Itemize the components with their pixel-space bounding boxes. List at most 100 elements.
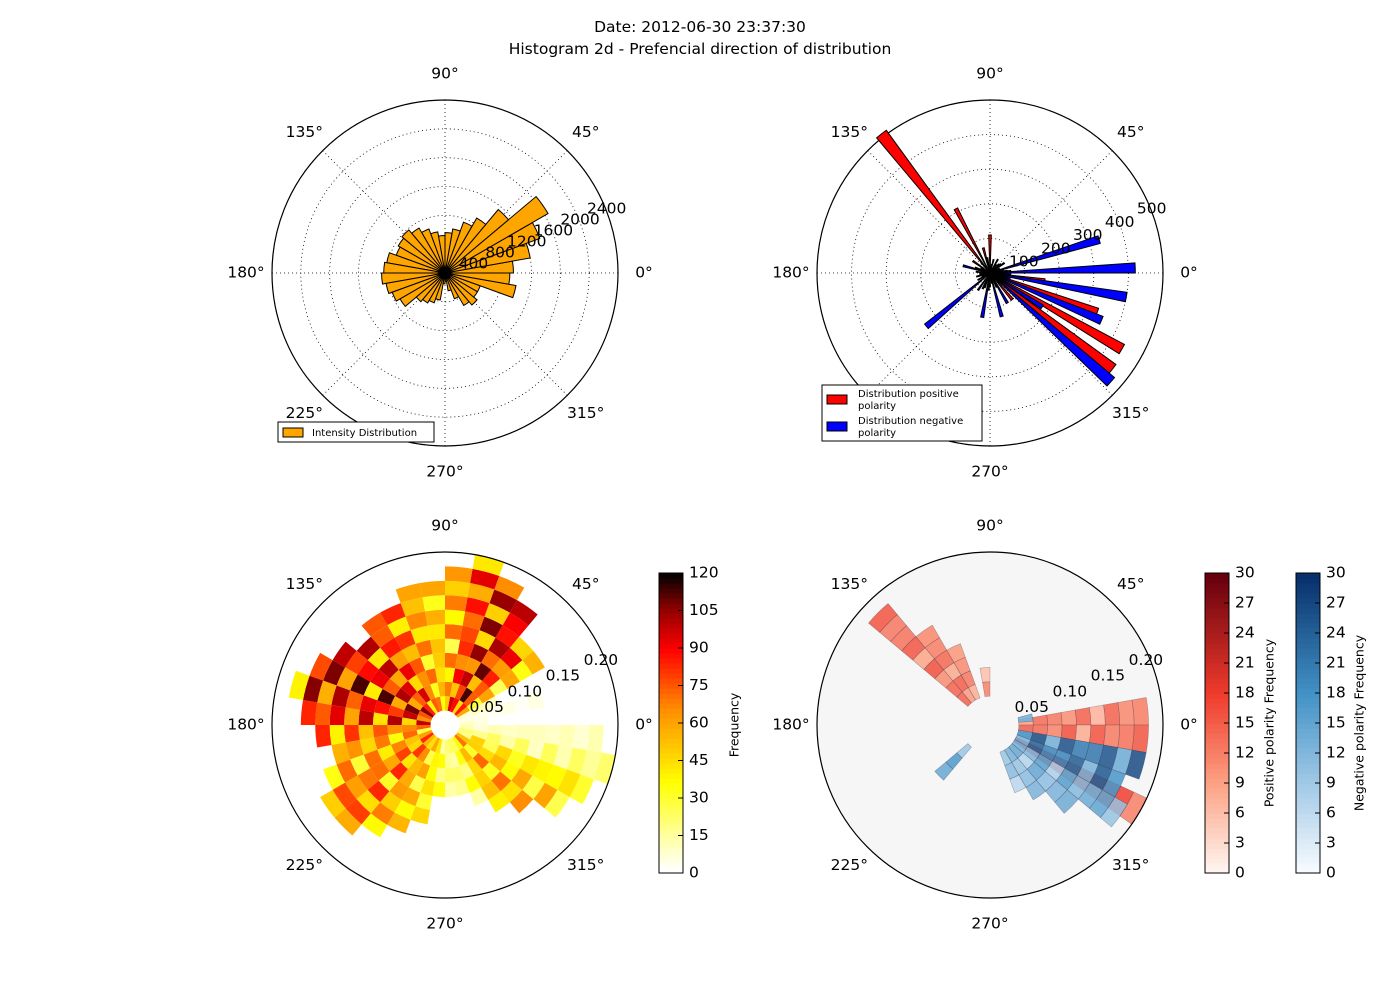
heatmap-cell-negative: [1008, 743, 1024, 759]
colorbar-segment: [1205, 813, 1229, 819]
heatmap-cell: [469, 787, 489, 807]
colorbar-segment: [1296, 833, 1320, 839]
legend-label: Intensity Distribution: [312, 428, 417, 439]
colorbar-segment: [659, 573, 683, 579]
heatmap-cell: [447, 738, 455, 754]
colorbar-segment: [1205, 838, 1229, 844]
heatmap-cell: [429, 638, 445, 655]
colorbar-tick-label: 24: [1326, 624, 1346, 642]
heatmap-cell: [387, 812, 411, 834]
colorbar-segment: [1296, 823, 1320, 829]
heatmap-cell-positive: [943, 662, 962, 682]
heatmap-cell-negative: [1022, 746, 1041, 763]
heatmap-cell: [425, 668, 438, 685]
heatmap-cell: [558, 725, 575, 748]
heatmap-cell: [331, 742, 351, 765]
heatmap-cell: [454, 684, 467, 701]
heatmap-cell: [370, 625, 395, 648]
heatmap-cell-negative: [1026, 761, 1046, 781]
angular-gridline: [867, 150, 991, 274]
heatmap-cell: [402, 710, 418, 720]
heatmap-cell-positive: [961, 687, 976, 704]
colorbar-segment: [1205, 723, 1229, 729]
heatmap-cell: [511, 660, 533, 682]
bar-negative: [989, 262, 1136, 274]
heatmap-cell: [437, 681, 445, 697]
bar: [401, 229, 446, 274]
heatmap-cell: [372, 725, 389, 738]
heatmap-cell-positive: [1074, 724, 1092, 743]
colorbar-segment: [1296, 768, 1320, 774]
colorbar-segment: [1205, 828, 1229, 834]
colorbar-tick-label: 75: [689, 676, 709, 694]
colorbar-segment: [1205, 758, 1229, 764]
heatmap-cell-negative: [1045, 780, 1068, 803]
heatmap-cell-positive: [901, 636, 926, 661]
heatmap-cell: [329, 725, 346, 746]
colorbar-segment: [1205, 773, 1229, 779]
angle-tick-label: 180°: [772, 264, 809, 282]
colorbar-tick-label: 9: [1235, 774, 1245, 792]
heatmap-cell-negative: [1111, 747, 1133, 775]
heatmap-cell-negative: [1011, 739, 1028, 754]
heatmap-cell-positive: [1032, 724, 1048, 736]
colorbar-segment: [659, 813, 683, 819]
heatmap-cell: [408, 657, 426, 676]
heatmap-cell-negative: [945, 752, 963, 770]
colorbar-segment: [659, 613, 683, 619]
colorbar-tick-label: 0: [689, 864, 699, 882]
colorbar-segment: [1296, 703, 1320, 709]
heatmap-cell: [489, 678, 508, 697]
heatmap-cell-negative: [999, 749, 1013, 767]
colorbar-segment: [659, 868, 683, 874]
colorbar-segment: [659, 793, 683, 799]
heatmap-cell: [465, 597, 490, 617]
heatmap-cell: [463, 691, 479, 707]
heatmap-cell: [482, 762, 501, 781]
colorbar-segment: [1205, 583, 1229, 589]
heatmap-cell-negative: [1039, 744, 1059, 762]
colorbar-segment: [659, 648, 683, 654]
heatmap-cell: [472, 710, 488, 720]
radial-tick-label: 400: [1105, 213, 1135, 231]
heatmap-cell: [488, 791, 510, 813]
heatmap-cell: [404, 703, 421, 716]
colorbar-segment: [1296, 698, 1320, 704]
colorbar-segment: [1205, 808, 1229, 814]
heatmap-cell: [515, 725, 532, 741]
colorbar-label: Frequency: [727, 692, 742, 757]
heatmap-cell: [382, 678, 401, 697]
colorbar-segment: [1205, 783, 1229, 789]
heatmap-cell: [466, 758, 483, 775]
heatmap-cell: [507, 749, 527, 769]
angular-gridline: [989, 272, 1113, 396]
heatmap-cell: [417, 747, 431, 763]
colorbar-segment: [1205, 658, 1229, 664]
colorbar-segment: [1296, 758, 1320, 764]
colorbar-segment: [1296, 828, 1320, 834]
bar: [444, 272, 478, 306]
colorbar-segment: [1205, 693, 1229, 699]
heatmap-cell: [356, 636, 381, 661]
heatmap-cell: [445, 667, 456, 683]
colorbar-segment: [659, 783, 683, 789]
colorbar-segment: [1205, 768, 1229, 774]
colorbar-segment: [1296, 788, 1320, 794]
heatmap-cell: [526, 740, 545, 760]
colorbar-segment: [659, 788, 683, 794]
heatmap-cell: [467, 583, 495, 604]
colorbar-segment: [1296, 598, 1320, 604]
heatmap-cell: [345, 775, 368, 800]
heatmap-cell: [388, 732, 405, 745]
heatmap-cell: [485, 705, 502, 718]
angle-tick-label: 315°: [1112, 404, 1149, 422]
heatmap-cell-negative: [1125, 749, 1147, 780]
heatmap-cell: [502, 612, 529, 637]
angle-tick-label: 0°: [635, 716, 653, 734]
heatmap-cell: [345, 740, 364, 760]
heatmap-cell-positive: [1060, 709, 1077, 726]
heatmap-cell: [416, 715, 432, 723]
heatmap-cell: [329, 704, 346, 725]
colorbar-segment: [659, 753, 683, 759]
heatmap-cell: [417, 729, 433, 740]
